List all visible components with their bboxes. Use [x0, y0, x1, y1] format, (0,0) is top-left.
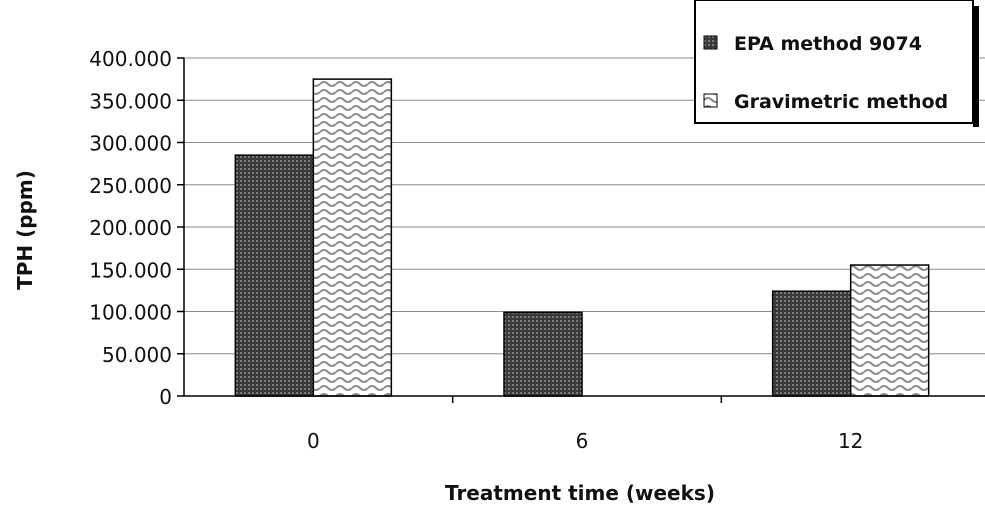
y-tick-label: 300.000 — [89, 132, 172, 156]
x-tick-label: 6 — [576, 429, 589, 453]
legend-label-gravimetric: Gravimetric method — [734, 91, 948, 113]
bars — [234, 78, 930, 397]
y-axis-label: TPH (ppm) — [13, 170, 37, 290]
bar-gravimetric-week-0 — [312, 78, 393, 397]
legend-swatch-gravimetric — [703, 93, 718, 108]
x-axis-label: Treatment time (weeks) — [445, 481, 715, 505]
axes: 0 50.000 100.000 150.000 200.000 250.000 300.0… — [89, 47, 985, 453]
legend: EPA method 9074 Gravimetric method — [694, 0, 979, 127]
y-tick-label: 0 — [159, 385, 172, 409]
y-tick-label: 250.000 — [89, 174, 172, 198]
y-tick-label: 50.000 — [102, 343, 172, 367]
legend-shadow — [973, 6, 979, 127]
y-tick-label: 400.000 — [89, 47, 172, 71]
y-tick-label: 200.000 — [89, 216, 172, 240]
legend-swatch-epa — [703, 35, 718, 50]
bar-gravimetric-week-12 — [849, 264, 930, 397]
bar-epa-week-12 — [771, 290, 852, 397]
y-tick-label: 100.000 — [89, 301, 172, 325]
legend-box — [694, 0, 974, 124]
y-tick-label: 350.000 — [89, 89, 172, 113]
y-tick-label: 150.000 — [89, 258, 172, 282]
x-tick-label: 0 — [307, 429, 320, 453]
legend-label-epa: EPA method 9074 — [734, 33, 922, 55]
x-tick-label: 12 — [838, 429, 863, 453]
bar-epa-week-0 — [234, 154, 315, 397]
bar-epa-week-6 — [503, 311, 583, 397]
